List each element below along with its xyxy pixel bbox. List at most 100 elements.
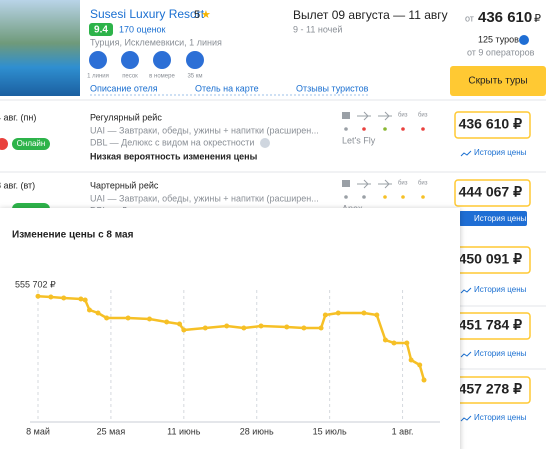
y-tick-label: 555 702 ₽: [15, 280, 56, 290]
feature-icon: [121, 51, 139, 69]
history-icon: [460, 415, 472, 422]
class-label: биз: [418, 113, 428, 119]
tour-price[interactable]: 457 278 ₽: [459, 381, 522, 397]
price-point: [421, 377, 427, 383]
price-history-link[interactable]: История цены: [474, 148, 527, 157]
price-point: [391, 340, 397, 346]
tours-count: 125 туров: [478, 34, 519, 44]
tour-price[interactable]: 436 610 ₽: [459, 116, 522, 132]
price-point: [104, 315, 110, 321]
price-point: [224, 323, 230, 329]
price-history-button[interactable]: [459, 211, 527, 226]
room: DBL — Делюкс с видом на окрестности: [90, 137, 254, 147]
price-history-link[interactable]: История цены: [474, 285, 527, 294]
house-icon: [342, 180, 350, 187]
feature-icon: [186, 51, 204, 69]
features: 1 линия песок в номере 35 км: [87, 51, 204, 80]
x-tick-label: 25 мая: [97, 426, 126, 436]
history-icon: [460, 287, 472, 294]
plane-icon: [378, 179, 392, 189]
price-box[interactable]: [454, 179, 531, 207]
feature-icon: [153, 51, 171, 69]
price-point: [147, 316, 153, 322]
tours-icon: [519, 35, 529, 45]
class-label: биз: [398, 181, 408, 187]
price-point: [82, 297, 88, 303]
hotel-link[interactable]: Отель на карте: [195, 83, 259, 93]
history-icon: [460, 351, 472, 358]
location: Турция, Исклемевкиси, 1 линия: [90, 37, 222, 47]
hotel-link[interactable]: Отзывы туристов: [296, 83, 369, 93]
price-point: [335, 310, 341, 316]
hotel-photo[interactable]: [0, 0, 80, 96]
price-point: [164, 319, 170, 325]
rating-badge: [89, 23, 113, 36]
nights: 9 - 11 ночей: [293, 24, 342, 34]
hotel-link[interactable]: Описание отеля: [90, 83, 158, 93]
status-dot: [421, 195, 425, 199]
x-tick-label: 8 май: [26, 426, 50, 436]
price-point: [125, 315, 131, 321]
price-point: [35, 293, 41, 299]
status-dot: [401, 127, 405, 131]
price-history-link[interactable]: История цены: [474, 349, 527, 358]
price-point: [86, 307, 92, 313]
price-history-link[interactable]: История цены: [474, 214, 527, 223]
plane-icon: [378, 111, 392, 121]
price-box[interactable]: [454, 111, 531, 139]
meal: UAI — Завтраки, обеды, ужины + напитки (…: [90, 125, 319, 135]
feature-label: 1 линия: [87, 74, 109, 80]
feature-label: 35 км: [187, 74, 202, 80]
price-point: [374, 312, 380, 318]
status-dot: [362, 127, 366, 131]
currency: ₽: [534, 13, 541, 25]
tour-date: 4 авг. (пн): [0, 112, 36, 122]
x-tick-label: 28 июнь: [240, 426, 274, 436]
badge-dot: [0, 138, 8, 150]
tour-price[interactable]: 444 067 ₽: [459, 184, 522, 200]
reviews[interactable]: 170 оценок: [119, 24, 166, 34]
star-icon: ★: [201, 9, 211, 21]
button-label[interactable]: Скрыть туры: [468, 76, 527, 87]
plane-icon: [357, 111, 371, 121]
price-point: [382, 337, 388, 343]
price-point: [301, 325, 307, 331]
hotel-price: 436 610: [478, 9, 532, 26]
tour-price[interactable]: 451 784 ₽: [459, 317, 522, 333]
price-point: [322, 312, 328, 318]
price-point: [78, 296, 84, 302]
price-point: [241, 325, 247, 331]
feature-label: песок: [122, 74, 138, 80]
price-prefix: от: [465, 13, 474, 23]
online-badge: [12, 138, 50, 150]
meal: UAI — Завтраки, обеды, ужины + напитки (…: [90, 193, 319, 203]
price-point: [177, 321, 183, 327]
class-label: биз: [398, 113, 408, 119]
price-point: [48, 294, 54, 300]
status-dot: [401, 195, 405, 199]
x-tick-label: 1 авг.: [392, 426, 414, 436]
price-point: [258, 323, 264, 329]
price-point: [417, 362, 423, 368]
status-dot: [383, 127, 387, 131]
price-point: [95, 310, 101, 316]
feature-icon: [89, 51, 107, 69]
house-icon: [342, 112, 350, 119]
tour-price[interactable]: 450 091 ₽: [459, 251, 522, 267]
feature-label: в номере: [149, 74, 175, 80]
history-icon: [460, 150, 472, 157]
status-dot: [344, 127, 348, 131]
hotel-stars: 5: [194, 9, 200, 21]
price-point: [181, 327, 187, 333]
tour-date: 8 авг. (вт): [0, 180, 35, 190]
operators: от 9 операторов: [467, 47, 535, 57]
hide-tours-button[interactable]: [450, 66, 546, 96]
status-dot: [344, 195, 348, 199]
price-history-link[interactable]: История цены: [474, 413, 527, 422]
hotel-name[interactable]: Susesi Luxury Resort: [90, 7, 205, 21]
status-dot: [362, 195, 366, 199]
info-icon[interactable]: [260, 138, 270, 148]
price-point: [408, 357, 414, 363]
